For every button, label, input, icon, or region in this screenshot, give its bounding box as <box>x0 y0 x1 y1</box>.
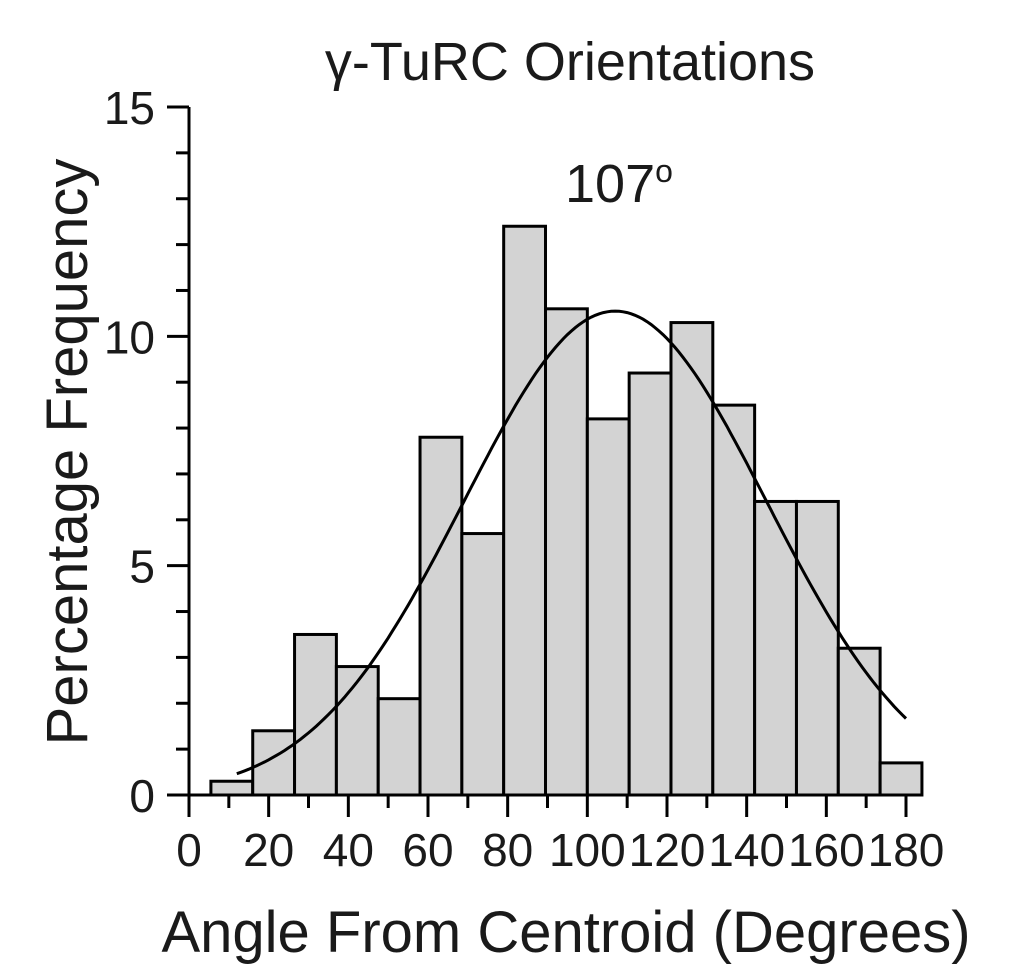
histogram-bar-4 <box>334 665 380 797</box>
y-tick-label-10: 10 <box>104 311 155 363</box>
mean-annotation: 107o <box>565 153 673 214</box>
y-tick-label-0: 0 <box>129 770 155 822</box>
x-tick-label-60: 60 <box>402 824 453 876</box>
histogram-bar-11 <box>627 371 673 797</box>
histogram-bar-17 <box>878 761 924 797</box>
histogram-bar-5 <box>376 697 422 797</box>
gaussian-fit-curve <box>236 309 908 776</box>
degree-symbol: o <box>655 153 673 189</box>
x-tick-label-160: 160 <box>788 824 865 876</box>
histogram-bar-8 <box>502 224 548 797</box>
chart-title: γ-TuRC Orientations <box>325 32 815 92</box>
histogram-bar-10 <box>585 417 631 797</box>
histogram-bar-6 <box>418 435 464 797</box>
x-tick-label-140: 140 <box>708 824 785 876</box>
x-tick-label-20: 20 <box>243 824 294 876</box>
histogram-bar-1 <box>209 779 255 797</box>
histogram-bar-15 <box>794 499 840 797</box>
x-tick-label-40: 40 <box>323 824 374 876</box>
x-tick-label-100: 100 <box>549 824 626 876</box>
x-tick-label-0: 0 <box>176 824 202 876</box>
mean-annotation-value: 107 <box>565 154 655 214</box>
y-tick-label-5: 5 <box>129 541 155 593</box>
y-tick-label-15: 15 <box>104 82 155 134</box>
axis-ticks: 0 5 10 15 0 20 40 60 80 100 120 140 160 180 <box>104 82 945 876</box>
histogram-bar-16 <box>836 646 882 797</box>
histogram-bar-2 <box>251 729 297 797</box>
x-tick-label-120: 120 <box>629 824 706 876</box>
bars-layer <box>209 224 924 797</box>
histogram-bar-9 <box>544 307 589 797</box>
x-tick-label-80: 80 <box>482 824 533 876</box>
y-axis-label: Percentage Frequency <box>35 159 100 746</box>
x-axis-label: Angle From Centroid (Degrees) <box>161 900 970 965</box>
x-tick-label-180: 180 <box>868 824 945 876</box>
histogram-bar-7 <box>460 532 506 797</box>
